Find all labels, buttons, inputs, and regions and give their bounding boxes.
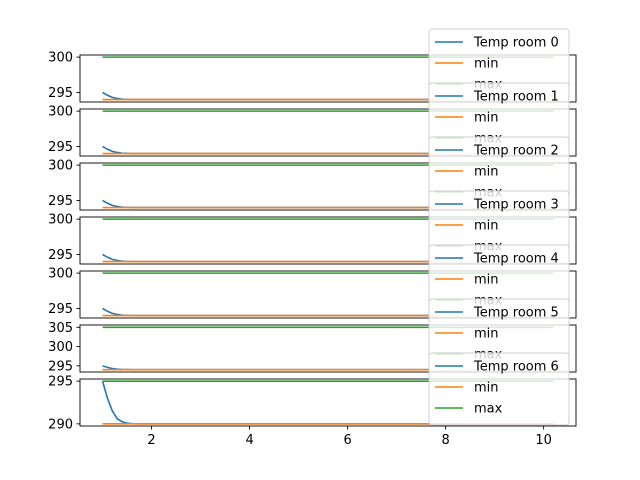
legend-label: Temp room 4 [473, 252, 559, 267]
legend-label: Temp room 1 [473, 90, 559, 105]
legend-label: min [474, 327, 499, 342]
axes-frame [79, 54, 577, 103]
legend-label: min [474, 165, 499, 180]
axes-frame [79, 108, 577, 157]
x-tick-label: 2 [147, 433, 155, 448]
y-tick-label: 300 [48, 340, 73, 355]
legend-label: max [474, 402, 503, 417]
axes-frame [79, 324, 577, 373]
legend-label: min [474, 57, 499, 72]
legend-label: min [474, 111, 499, 126]
legend-room-6: Temp room 6 min max [428, 352, 570, 426]
y-tick-label: 300 [48, 105, 73, 120]
legend-label: Temp room 5 [473, 306, 559, 321]
axes-frame [79, 378, 577, 427]
y-tick-label: 305 [48, 321, 73, 336]
legend-label: min [474, 381, 499, 396]
x-tick-label: 6 [343, 433, 351, 448]
legend-label: min [474, 273, 499, 288]
y-tick-label: 300 [48, 159, 73, 174]
y-tick-label: 295 [48, 302, 73, 317]
legend-label: Temp room 2 [473, 144, 559, 159]
legend-label: Temp room 3 [473, 198, 559, 213]
y-tick-label: 295 [48, 375, 73, 390]
legend-label: min [474, 219, 499, 234]
y-tick-label: 295 [48, 359, 73, 374]
legend-label: Temp room 0 [473, 36, 559, 51]
x-tick-label: 8 [441, 433, 449, 448]
x-tick-label: 4 [245, 433, 253, 448]
y-tick-label: 295 [48, 140, 73, 155]
x-tick-label: 10 [535, 433, 552, 448]
y-tick-label: 300 [48, 51, 73, 66]
y-tick-label: 295 [48, 194, 73, 209]
y-tick-label: 295 [48, 86, 73, 101]
y-tick-label: 295 [48, 248, 73, 263]
y-tick-label: 300 [48, 213, 73, 228]
axes-frame [79, 270, 577, 319]
axes-frame [79, 216, 577, 265]
legend-box [428, 352, 570, 426]
axes-frame [79, 162, 577, 211]
legend-label: Temp room 6 [473, 360, 559, 375]
y-tick-label: 300 [48, 267, 73, 282]
y-tick-label: 290 [48, 417, 73, 432]
